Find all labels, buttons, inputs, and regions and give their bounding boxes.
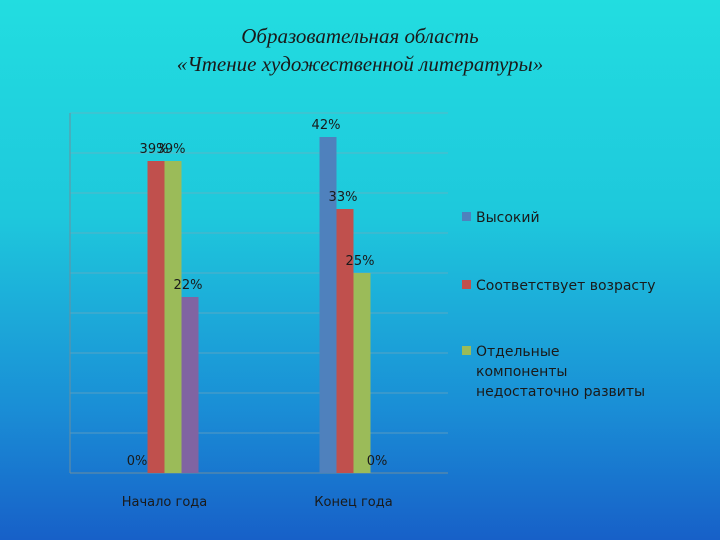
bar xyxy=(336,209,354,473)
legend-swatch xyxy=(462,212,471,221)
data-label: 39% xyxy=(140,142,169,157)
legend-swatch xyxy=(462,280,471,289)
data-label: 25% xyxy=(346,254,375,269)
bar xyxy=(181,297,199,473)
chart-title-line-1: Образовательная область xyxy=(241,24,479,48)
data-label: 33% xyxy=(329,190,358,205)
bar xyxy=(319,137,337,473)
legend-entry: Соответствует возрасту xyxy=(476,278,656,294)
data-label: 0% xyxy=(367,454,388,469)
legend-entry: Отдельные xyxy=(476,344,560,360)
legend-entry: недостаточно развиты xyxy=(476,384,645,400)
legend-entry: Высокий xyxy=(476,210,540,226)
data-label: 42% xyxy=(312,118,341,133)
data-label: 0% xyxy=(127,454,148,469)
bar xyxy=(164,161,182,473)
bar xyxy=(147,161,165,473)
chart-title-line-2: «Чтение художественной литературы» xyxy=(176,52,544,76)
data-label: 22% xyxy=(174,278,203,293)
data-label: 39% xyxy=(157,142,186,157)
category-label: Конец года xyxy=(314,495,392,510)
legend-entry: компоненты xyxy=(476,364,567,380)
bar xyxy=(353,273,371,473)
legend-swatch xyxy=(462,346,471,355)
category-label: Начало года xyxy=(122,495,208,510)
